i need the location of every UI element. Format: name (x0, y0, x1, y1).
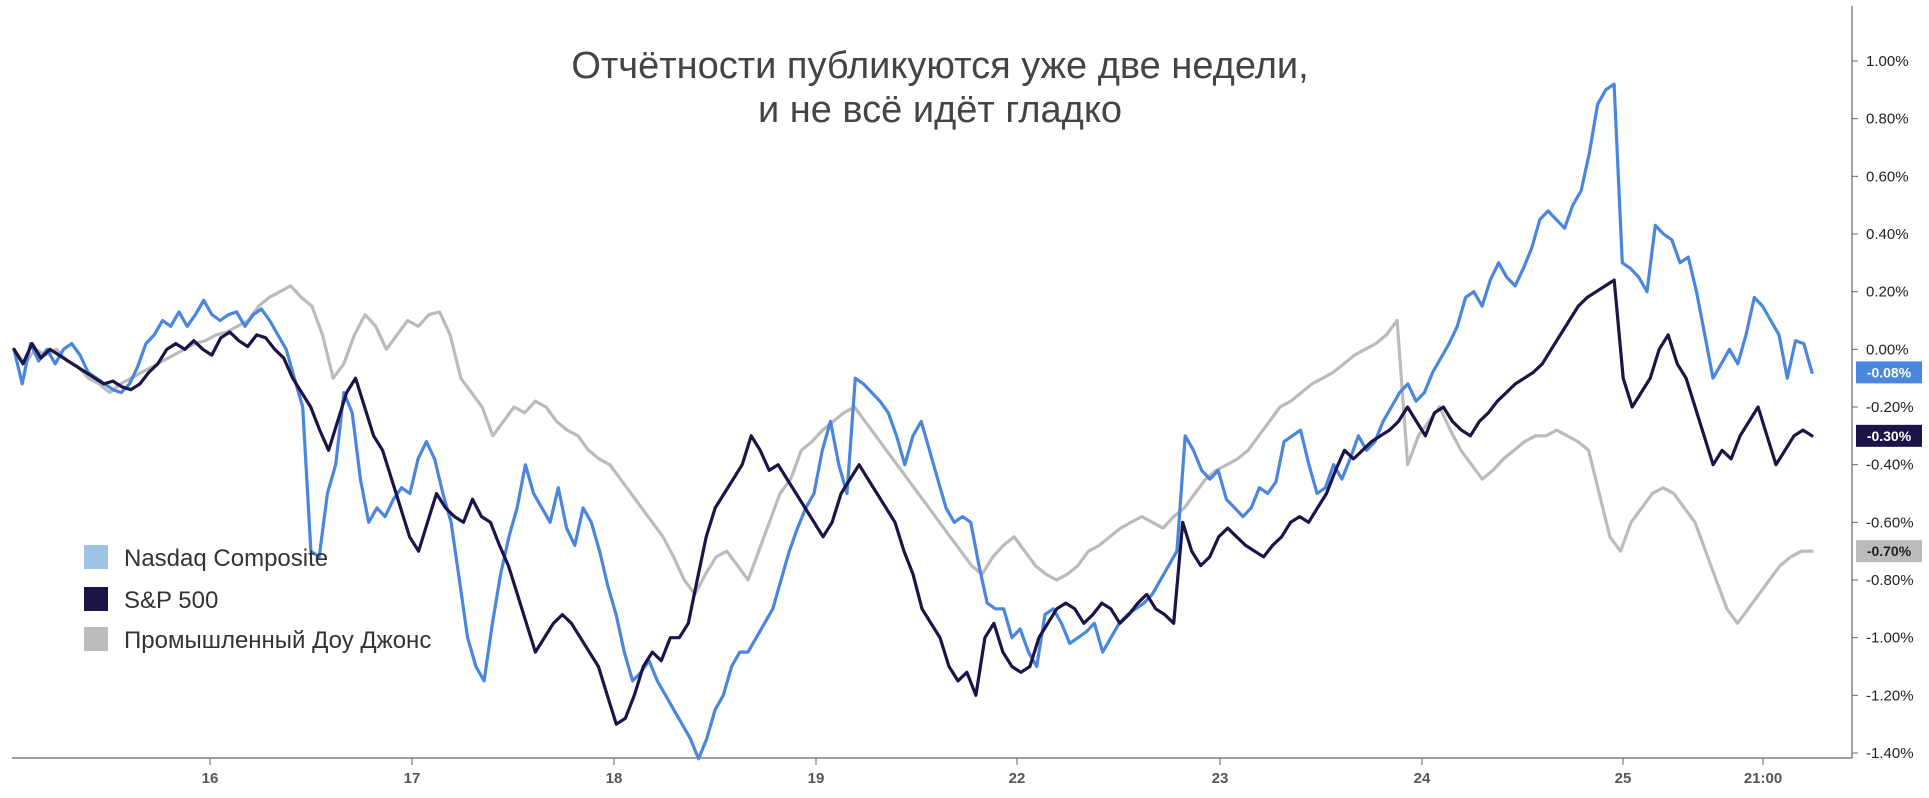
x-tick-label: 16 (202, 770, 219, 787)
legend-label-nasdaq: Nasdaq Composite (124, 545, 328, 572)
x-tick-label: 24 (1414, 770, 1431, 787)
end-label-box (1856, 424, 1922, 447)
legend-label-dow: Промышленный Доу Джонс (124, 627, 431, 654)
y-axis-ticks: 1.00% 0.80% 0.60% 0.40% 0.20% 0.00% -0.20% -0.4… (1852, 53, 1914, 762)
x-tick-label: 22 (1009, 770, 1026, 787)
chart-title-line-1: Отчётности публикуются уже две недели, (571, 45, 1308, 87)
y-tick-label: -1.40% (1866, 745, 1914, 762)
legend-swatch-dow (84, 627, 108, 651)
legend-label-sp500: S&P 500 (124, 587, 218, 614)
x-tick-label: 25 (1615, 770, 1632, 787)
chart-title-line-2: и не всё идёт гладко (758, 89, 1122, 131)
legend-entry-dow: Промышленный Доу Джонс (84, 627, 431, 654)
series-line-nasdaq (12, 82, 1814, 761)
y-tick-label: -0.20% (1866, 399, 1914, 416)
series-line-sp500 (12, 278, 1814, 726)
y-tick-label: 0.40% (1866, 226, 1909, 243)
end-label-nasdaq: -0.08% (1856, 361, 1922, 384)
x-tick-label: 17 (404, 770, 421, 787)
legend-entry-nasdaq: Nasdaq Composite (84, 545, 328, 572)
legend-swatch-sp500 (84, 587, 108, 611)
y-tick-label: -1.00% (1866, 630, 1914, 647)
series-line-dow (12, 284, 1814, 625)
end-label-box (1856, 540, 1922, 563)
y-tick-label: 1.00% (1866, 53, 1909, 70)
y-tick-label: -0.60% (1866, 514, 1914, 531)
end-label-text: -0.30% (1867, 428, 1912, 444)
y-tick-label: 0.20% (1866, 284, 1909, 301)
legend-swatch-nasdaq (84, 545, 108, 569)
end-label-sp500: -0.30% (1856, 424, 1922, 447)
legend-entry-sp500: S&P 500 (84, 587, 218, 614)
y-tick-label: 0.60% (1866, 168, 1909, 185)
end-label-dow: -0.70% (1856, 540, 1922, 563)
y-tick-label: -1.20% (1866, 687, 1914, 704)
y-tick-label: -0.80% (1866, 572, 1914, 589)
legend: Nasdaq Composite S&P 500 Промышленный До… (84, 545, 431, 654)
end-label-text: -0.70% (1867, 543, 1912, 559)
x-tick-label: 23 (1212, 770, 1229, 787)
x-axis-ticks: 16 17 18 19 22 23 24 25 21:00 (202, 758, 1782, 787)
y-tick-label: 0.00% (1866, 341, 1909, 358)
y-tick-label: 0.80% (1866, 111, 1909, 128)
y-tick-label: -0.40% (1866, 457, 1914, 474)
x-tick-label: 18 (606, 770, 623, 787)
x-tick-label: 19 (808, 770, 825, 787)
series-end-labels: -0.08% -0.30% -0.70% (1856, 361, 1922, 563)
chart-title: Отчётности публикуются уже две недели, и… (571, 45, 1308, 131)
end-label-text: -0.08% (1867, 364, 1912, 380)
x-tick-label: 21:00 (1744, 770, 1782, 787)
series-lines (12, 82, 1814, 761)
end-label-box (1856, 361, 1922, 384)
